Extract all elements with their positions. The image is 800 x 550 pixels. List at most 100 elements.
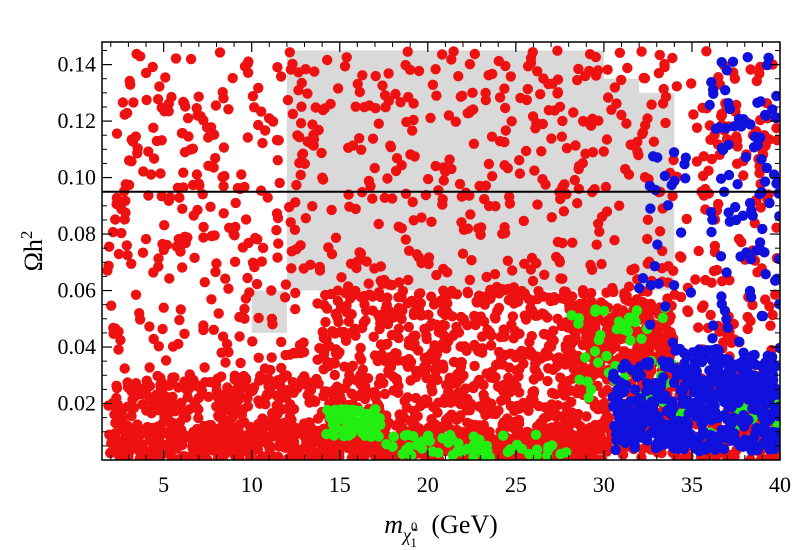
red-point	[657, 98, 669, 109]
blue-point	[756, 360, 767, 372]
red-point	[500, 125, 511, 136]
red-point	[230, 197, 241, 209]
red-point	[706, 153, 717, 165]
red-point	[142, 421, 153, 433]
red-point	[154, 81, 165, 92]
red-point	[274, 394, 285, 405]
blue-point	[610, 444, 621, 456]
x-tick-label: 20	[417, 472, 439, 497]
blue-point	[660, 426, 672, 438]
red-point	[410, 392, 422, 404]
red-point	[158, 302, 169, 313]
blue-point	[753, 375, 764, 386]
green-point	[582, 376, 593, 387]
red-point	[309, 66, 320, 77]
red-point	[260, 125, 271, 136]
red-point	[134, 453, 145, 460]
blue-point	[702, 345, 713, 356]
red-point	[502, 255, 513, 266]
red-point	[177, 262, 188, 273]
red-point	[461, 345, 472, 356]
red-point	[295, 169, 306, 181]
red-point	[361, 447, 373, 459]
red-point	[536, 146, 547, 157]
red-point	[642, 113, 653, 124]
red-point	[522, 83, 533, 95]
red-point	[239, 313, 250, 324]
blue-point	[757, 223, 768, 235]
red-point	[241, 446, 252, 457]
red-point	[565, 346, 576, 357]
red-point	[291, 244, 302, 255]
blue-point	[640, 357, 651, 369]
blue-point	[689, 356, 701, 368]
red-point	[489, 269, 501, 280]
blue-point	[774, 298, 780, 310]
red-point	[507, 311, 519, 322]
green-point	[484, 451, 495, 460]
red-point	[572, 74, 583, 86]
red-point	[487, 408, 498, 419]
blue-point	[659, 170, 671, 182]
blue-point	[762, 59, 773, 71]
red-point	[597, 388, 609, 399]
red-point	[539, 426, 550, 437]
blue-point	[648, 398, 660, 409]
blue-point	[770, 112, 780, 123]
red-point	[187, 442, 198, 454]
red-point	[158, 244, 169, 256]
red-point	[479, 193, 490, 205]
red-point	[291, 383, 302, 395]
red-point	[385, 450, 396, 460]
green-point	[625, 335, 636, 346]
blue-point	[668, 280, 680, 291]
red-point	[421, 330, 432, 341]
red-point	[416, 212, 427, 223]
red-point	[569, 174, 580, 186]
red-point	[486, 366, 497, 378]
red-point	[596, 454, 608, 460]
red-point	[211, 385, 222, 396]
red-point	[659, 61, 670, 73]
red-point	[550, 389, 561, 400]
red-point	[339, 61, 351, 72]
red-point	[182, 113, 194, 124]
red-point	[217, 87, 228, 98]
red-point	[223, 283, 234, 294]
red-point	[256, 256, 267, 267]
red-point	[348, 442, 360, 454]
x-tick-label: 25	[505, 472, 527, 497]
red-point	[211, 258, 222, 269]
red-point	[374, 323, 385, 335]
blue-point	[720, 123, 731, 134]
red-point	[514, 168, 526, 179]
red-point	[126, 258, 137, 269]
red-point	[755, 202, 766, 213]
blue-point	[721, 65, 733, 76]
y-tick-label: 0.06	[58, 278, 97, 303]
red-point	[499, 227, 511, 239]
blue-point	[738, 419, 750, 430]
red-point	[622, 62, 633, 74]
red-point	[145, 169, 157, 180]
red-point	[305, 138, 317, 149]
red-point	[179, 147, 191, 158]
red-point	[742, 323, 753, 335]
red-point	[480, 87, 491, 99]
red-point	[116, 227, 127, 239]
red-point	[506, 319, 517, 330]
red-point	[539, 269, 550, 280]
red-point	[203, 391, 214, 402]
red-point	[504, 191, 515, 202]
blue-point	[718, 443, 730, 455]
red-point	[144, 380, 156, 392]
red-point	[377, 80, 388, 91]
red-point	[426, 216, 437, 227]
blue-point	[704, 365, 715, 376]
blue-point	[668, 147, 680, 158]
red-point	[691, 156, 703, 167]
red-point	[498, 379, 509, 391]
red-point	[408, 114, 419, 126]
red-point	[266, 285, 277, 296]
red-point	[408, 309, 420, 321]
